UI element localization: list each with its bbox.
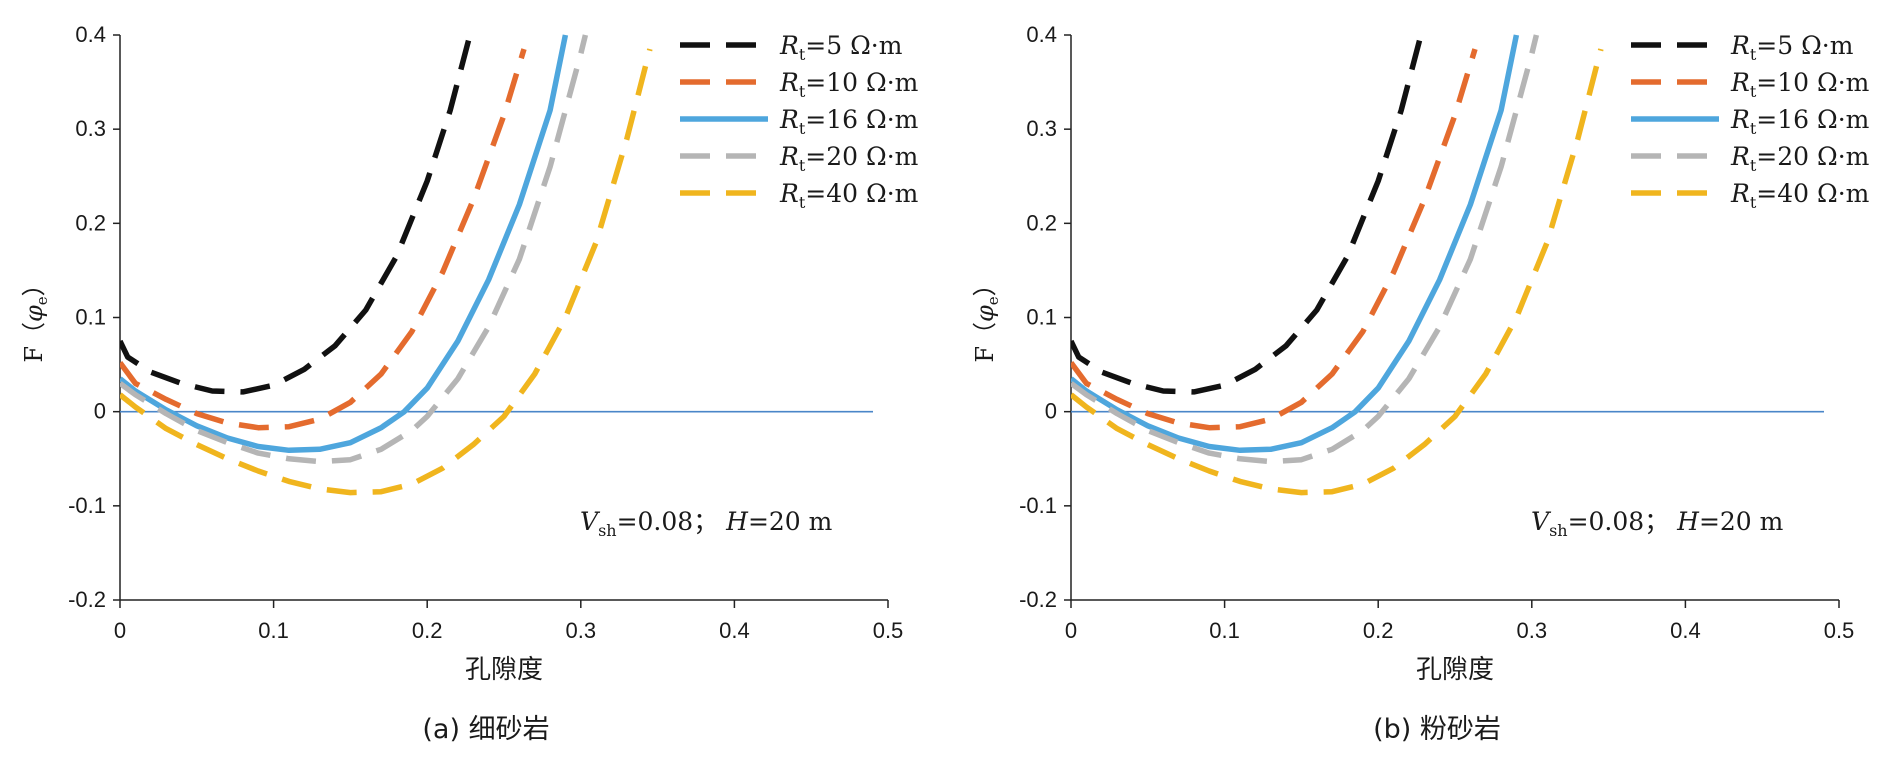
y-tick-label: 0.2 bbox=[75, 210, 106, 235]
y-tick-label: 0.4 bbox=[75, 22, 106, 47]
y-axis-label: F（φe） bbox=[971, 272, 1002, 362]
series-line-1 bbox=[1071, 39, 1423, 395]
y-tick-label: -0.1 bbox=[1019, 493, 1057, 518]
legend-label: Rt=20 Ω·m bbox=[779, 142, 919, 175]
y-axis-label: F（φe） bbox=[20, 272, 51, 362]
y-tick-label: 0.3 bbox=[75, 116, 106, 141]
x-tick-label: 0.3 bbox=[566, 618, 597, 643]
legend-label: Rt=16 Ω·m bbox=[779, 105, 919, 138]
chart-panel-a: -0.2 -0.1 0 0.1 0.2 0.3 0.4 0 0.1 0.2 0.3 0.4 0.5 Rt=… bbox=[0, 0, 951, 763]
chart-a-svg: -0.2 -0.1 0 0.1 0.2 0.3 0.4 0 0.1 0.2 0.3 0.4 0.5 Rt=… bbox=[20, 22, 919, 745]
series-line-5 bbox=[1071, 48, 1604, 496]
x-tick-label: 0.1 bbox=[258, 618, 289, 643]
x-tick-label: 0.2 bbox=[412, 618, 443, 643]
legend-label: Rt=40 Ω·m bbox=[1730, 179, 1870, 212]
x-tick-label: 0.5 bbox=[1824, 618, 1855, 643]
figure-caption: (b) 粉砂岩 bbox=[1373, 714, 1501, 745]
y-tick-label: -0.2 bbox=[1019, 587, 1057, 612]
y-tick-label: 0 bbox=[94, 399, 106, 424]
figure-caption: (a) 细砂岩 bbox=[422, 714, 549, 745]
x-tick-label: 0 bbox=[114, 618, 126, 643]
legend-label: Rt=20 Ω·m bbox=[1730, 142, 1870, 175]
chart-b-svg: -0.2 -0.1 0 0.1 0.2 0.3 0.4 0 0.1 0.2 0.3 0.4 0.5 Rt=… bbox=[971, 22, 1870, 745]
y-tick-label: 0.1 bbox=[75, 305, 106, 330]
y-tick-label: 0.4 bbox=[1026, 22, 1057, 47]
x-tick-label: 0.4 bbox=[719, 618, 750, 643]
y-tick-label: 0.1 bbox=[1026, 305, 1057, 330]
series-line-5 bbox=[120, 48, 653, 496]
series-line-3 bbox=[120, 34, 569, 454]
y-tick-label: 0.3 bbox=[1026, 116, 1057, 141]
y-tick-label: -0.2 bbox=[68, 587, 106, 612]
y-tick-label: -0.1 bbox=[68, 493, 106, 518]
legend-label: Rt=16 Ω·m bbox=[1730, 105, 1870, 138]
x-axis-label: 孔隙度 bbox=[465, 655, 543, 685]
x-tick-label: 0.5 bbox=[873, 618, 904, 643]
x-tick-label: 0.1 bbox=[1209, 618, 1240, 643]
series-line-1 bbox=[120, 39, 472, 395]
legend-label: Rt=10 Ω·m bbox=[1730, 68, 1870, 101]
x-axis-label: 孔隙度 bbox=[1416, 655, 1494, 685]
chart-panel-b: -0.2 -0.1 0 0.1 0.2 0.3 0.4 0 0.1 0.2 0.3 0.4 0.5 Rt=… bbox=[951, 0, 1902, 763]
y-tick-label: 0.2 bbox=[1026, 210, 1057, 235]
legend-label: Rt=40 Ω·m bbox=[779, 179, 919, 212]
x-tick-label: 0 bbox=[1065, 618, 1077, 643]
legend-label: Rt=10 Ω·m bbox=[779, 68, 919, 101]
legend-label: Rt=5 Ω·m bbox=[1730, 31, 1854, 64]
legend-label: Rt=5 Ω·m bbox=[779, 31, 903, 64]
x-tick-label: 0.4 bbox=[1670, 618, 1701, 643]
series-line-3 bbox=[1071, 34, 1520, 454]
chart-annotation: Vsh=0.08； H=20 m bbox=[1531, 507, 1784, 540]
series-line-2 bbox=[1071, 48, 1478, 431]
y-tick-label: 0 bbox=[1045, 399, 1057, 424]
x-tick-label: 0.3 bbox=[1517, 618, 1548, 643]
x-tick-label: 0.2 bbox=[1363, 618, 1394, 643]
chart-annotation: Vsh=0.08； H=20 m bbox=[580, 507, 833, 540]
series-line-2 bbox=[120, 48, 527, 431]
